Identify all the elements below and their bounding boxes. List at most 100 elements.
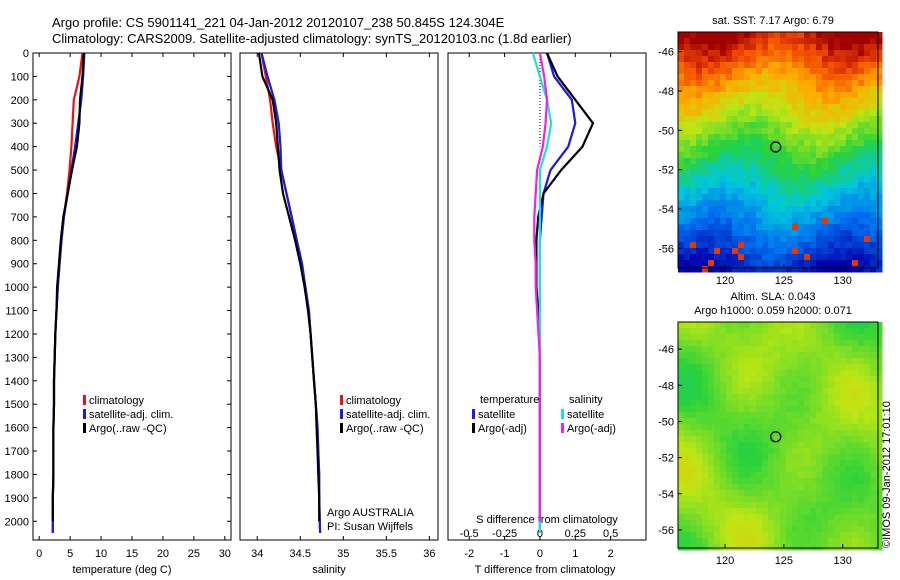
heatmap-cell: [786, 328, 793, 335]
heatmap-cell: [792, 206, 799, 213]
heatmap-cell: [684, 484, 691, 491]
heatmap-cell: [738, 454, 745, 461]
heatmap-cell: [822, 502, 829, 509]
heatmap-cell: [720, 110, 727, 117]
heatmap-cell: [750, 56, 757, 63]
heatmap-cell: [768, 86, 775, 93]
heatmap-cell: [756, 116, 763, 123]
heatmap-cell: [732, 248, 739, 255]
heatmap-cell: [774, 260, 781, 267]
heatmap-cell: [678, 188, 685, 195]
heatmap-cell: [720, 188, 727, 195]
heatmap-cell: [870, 44, 877, 51]
heatmap-cell: [840, 520, 847, 527]
heatmap-cell: [714, 170, 721, 177]
heatmap-cell: [780, 158, 787, 165]
heatmap-cell: [864, 128, 871, 135]
heatmap-cell: [750, 68, 757, 75]
heatmap-cell: [756, 68, 763, 75]
heatmap-cell: [720, 56, 727, 63]
heatmap-cell: [876, 62, 883, 69]
heatmap-cell: [864, 490, 871, 497]
heatmap-cell: [762, 454, 769, 461]
heatmap-cell: [732, 514, 739, 521]
heatmap-cell: [870, 38, 877, 45]
heatmap-cell: [828, 448, 835, 455]
heatmap-cell: [780, 116, 787, 123]
heatmap-cell: [768, 230, 775, 237]
heatmap-cell: [780, 248, 787, 255]
heatmap-cell: [720, 544, 727, 551]
heatmap-cell: [756, 454, 763, 461]
heatmap-cell: [822, 146, 829, 153]
heatmap-cell: [828, 140, 835, 147]
heatmap-cell: [678, 56, 685, 63]
heatmap-cell: [708, 370, 715, 377]
heatmap-cell: [846, 376, 853, 383]
heatmap-cell: [792, 346, 799, 353]
heatmap-cell: [852, 218, 859, 225]
heatmap-cell: [876, 394, 883, 401]
heatmap-cell: [690, 424, 697, 431]
heatmap-cell: [750, 352, 757, 359]
heatmap-cell: [684, 346, 691, 353]
heatmap-cell: [732, 110, 739, 117]
heatmap-cell: [708, 430, 715, 437]
heatmap-cell: [864, 334, 871, 341]
heatmap-cell: [774, 170, 781, 177]
s-tick-label: -0.5: [460, 528, 479, 540]
heatmap-cell: [852, 62, 859, 69]
heatmap-cell: [744, 98, 751, 105]
heatmap-cell: [780, 194, 787, 201]
heatmap-cell: [714, 364, 721, 371]
heatmap-cell: [876, 382, 883, 389]
heatmap-cell: [768, 158, 775, 165]
heatmap-cell: [816, 104, 823, 111]
heatmap-cell: [852, 448, 859, 455]
heatmap-cell: [678, 412, 685, 419]
heatmap-cell: [732, 496, 739, 503]
heatmap-cell: [786, 80, 793, 87]
heatmap-cell: [744, 424, 751, 431]
heatmap-cell: [768, 98, 775, 105]
heatmap-cell: [864, 400, 871, 407]
heatmap-cell: [696, 340, 703, 347]
heatmap-cell: [744, 538, 751, 545]
heatmap-cell: [774, 544, 781, 551]
heatmap-cell: [732, 502, 739, 509]
heatmap-cell: [852, 122, 859, 129]
heatmap-cell: [690, 38, 697, 45]
heatmap-cell: [696, 430, 703, 437]
heatmap-cell: [750, 406, 757, 413]
heatmap-cell: [804, 254, 811, 261]
heatmap-cell: [726, 236, 733, 243]
heatmap-cell: [774, 80, 781, 87]
heatmap-cell: [864, 418, 871, 425]
heatmap-cell: [702, 340, 709, 347]
heatmap-cell: [876, 442, 883, 449]
heatmap-cell: [762, 164, 769, 171]
heatmap-cell: [690, 502, 697, 509]
heatmap-cell: [768, 460, 775, 467]
heatmap-cell: [822, 412, 829, 419]
heatmap-cell: [804, 424, 811, 431]
heatmap-cell: [726, 86, 733, 93]
heatmap-cell: [774, 448, 781, 455]
heatmap-cell: [852, 56, 859, 63]
heatmap-cell: [870, 56, 877, 63]
heatmap-cell: [810, 544, 817, 551]
heatmap-cell: [816, 484, 823, 491]
heatmap-cell: [726, 346, 733, 353]
figure-title-line1: Argo profile: CS 5901141_221 04-Jan-2012…: [52, 15, 505, 30]
heatmap-cell: [738, 266, 745, 273]
s-tick-label: 0.25: [565, 528, 586, 540]
heatmap-cell: [708, 544, 715, 551]
heatmap-cell: [702, 122, 709, 129]
heatmap-cell: [870, 164, 877, 171]
heatmap-cell: [714, 242, 721, 249]
heatmap-cell: [792, 454, 799, 461]
heatmap-cell: [750, 146, 757, 153]
heatmap-cell: [750, 418, 757, 425]
heatmap-cell: [714, 418, 721, 425]
heatmap-cell: [714, 544, 721, 551]
